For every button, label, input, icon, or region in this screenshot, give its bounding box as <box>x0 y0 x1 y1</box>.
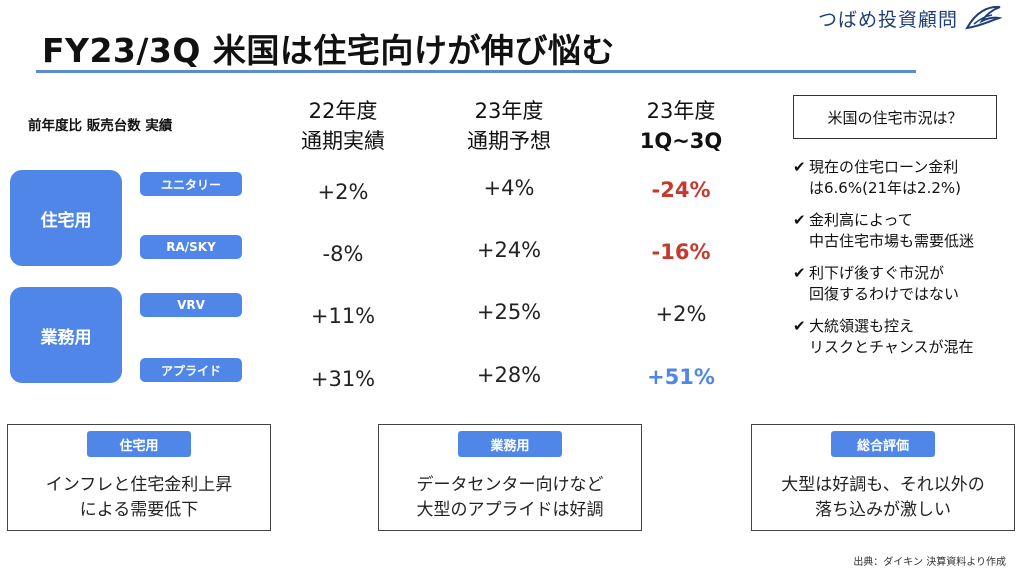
value-cell: +24% <box>476 238 542 262</box>
row-label-applied: アプライド <box>140 358 242 382</box>
group-residential: 住宅用 <box>10 170 122 266</box>
list-item: ✔ 大統領選も控え リスクとチャンスが混在 <box>793 317 974 356</box>
summary-tag: 総合評価 <box>831 431 935 457</box>
source-note: 出典：ダイキン 決算資料より作成 <box>853 557 1006 568</box>
summary-box-commercial: 業務用 データセンター向けなど 大型のアプライドは好調 <box>378 424 642 531</box>
summary-box-residential: 住宅用 インフレと住宅金利上昇 による需要低下 <box>7 424 271 531</box>
swallow-logo-icon <box>964 4 1002 32</box>
value-cell: +51% <box>647 365 715 389</box>
value-cell: +4% <box>483 176 535 200</box>
group-commercial: 業務用 <box>10 287 122 383</box>
row-label-unitary: ユニタリー <box>140 172 242 196</box>
summary-text: 大型は好調も、それ以外の 落ち込みが激しい <box>781 475 985 520</box>
row-label-vrv: VRV <box>140 293 242 317</box>
value-cell: +11% <box>310 304 376 328</box>
list-item: ✔ 現在の住宅ローン金利 は6.6%(21年は2.2%) <box>793 158 962 197</box>
market-heading-box: 米国の住宅市況は？ <box>793 95 997 139</box>
table-subtitle: 前年度比 販売台数 実績 <box>28 118 173 134</box>
value-cell: +25% <box>476 300 542 324</box>
value-cell: -16% <box>651 240 711 264</box>
list-item: ✔ 利下げ後すぐ市況が 回復するわけではない <box>793 264 960 303</box>
summary-tag: 業務用 <box>458 431 562 457</box>
value-cell: -24% <box>651 178 711 202</box>
check-icon: ✔ <box>793 317 806 335</box>
title-underline <box>36 70 916 73</box>
summary-text: インフレと住宅金利上昇 による需要低下 <box>45 475 233 520</box>
row-label-ra-sky: RA/SKY <box>140 235 242 259</box>
value-cell: +31% <box>310 367 376 391</box>
check-icon: ✔ <box>793 264 806 282</box>
check-icon: ✔ <box>793 211 806 229</box>
value-cell: +2% <box>655 302 707 326</box>
summary-text: データセンター向けなど 大型のアプライドは好調 <box>416 475 604 520</box>
column-header-fy22-actual: 22年度 通期実績 <box>301 99 385 153</box>
page-title: FY23/3Q 米国は住宅向けが伸び悩む <box>42 31 615 70</box>
check-icon: ✔ <box>793 158 806 176</box>
column-header-fy23-forecast: 23年度 通期予想 <box>467 99 551 153</box>
market-bullets: ✔ 現在の住宅ローン金利 は6.6%(21年は2.2%) ✔ 金利高によって 中… <box>793 157 1018 369</box>
value-cell: +28% <box>476 363 542 387</box>
list-item: ✔ 金利高によって 中古住宅市場も需要低迷 <box>793 211 975 250</box>
summary-tag: 住宅用 <box>87 431 191 457</box>
value-cell: +2% <box>317 180 369 204</box>
value-cell: -8% <box>322 242 364 266</box>
column-header-fy23-1q3q: 23年度 1Q~3Q <box>639 99 723 153</box>
brand-name: つばめ投資顧問 <box>817 8 958 31</box>
brand: つばめ投資顧問 <box>818 4 1002 32</box>
summary-box-overall: 総合評価 大型は好調も、それ以外の 落ち込みが激しい <box>751 424 1015 531</box>
